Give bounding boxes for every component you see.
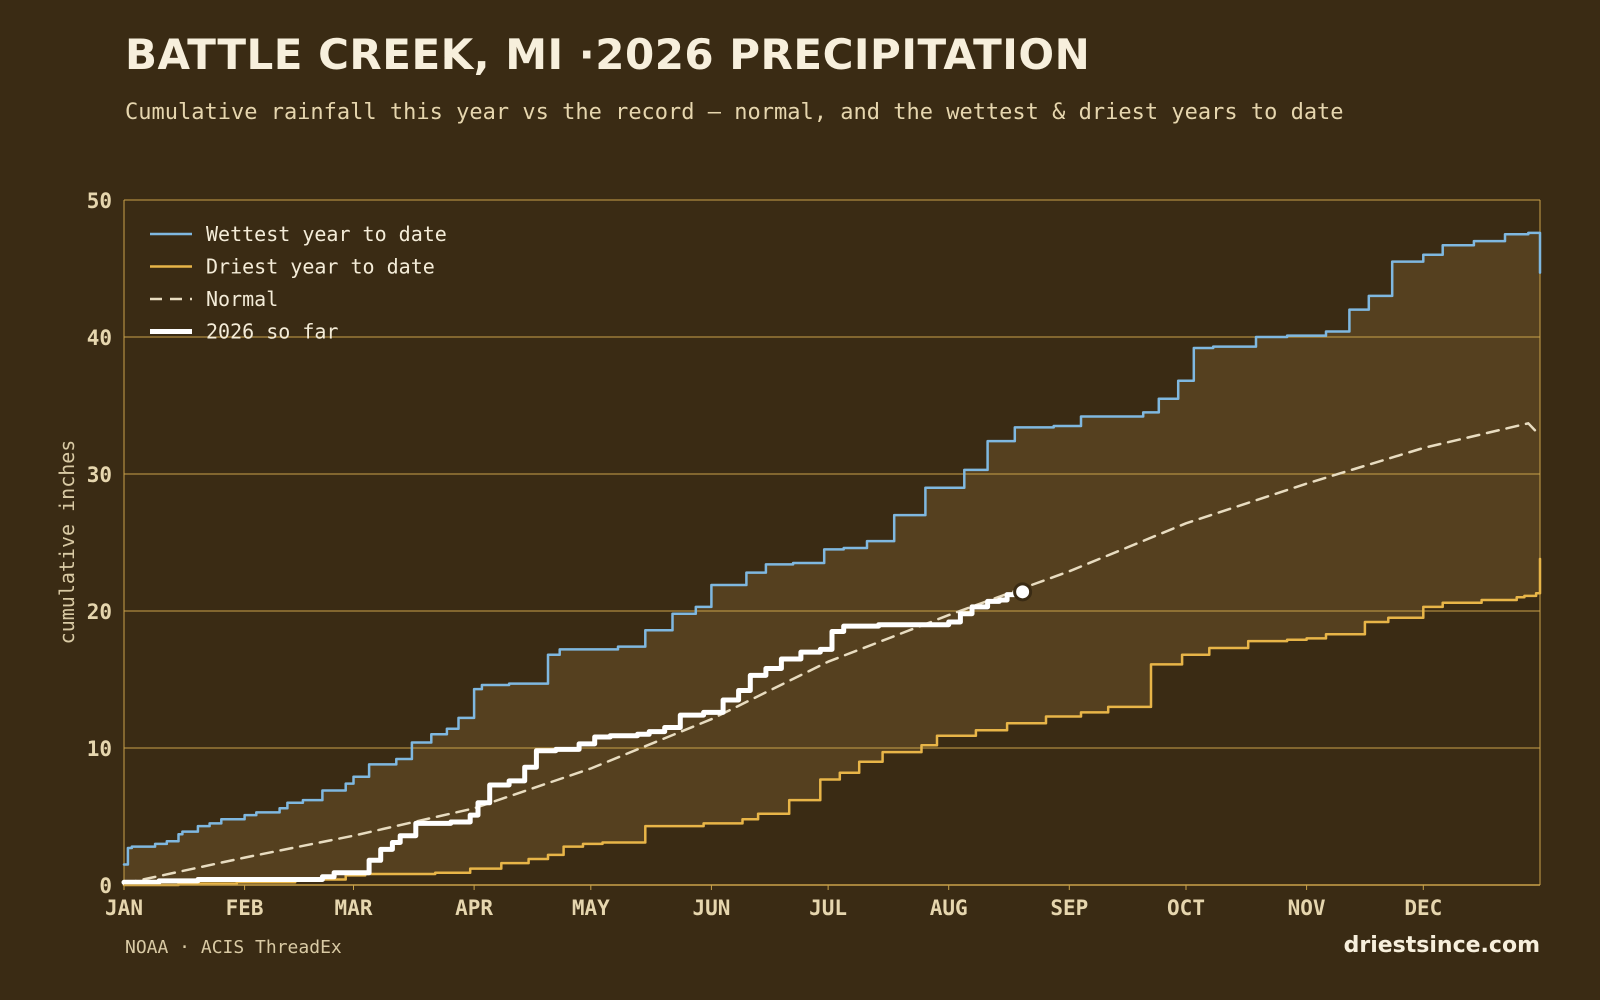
- x-tick-label: FEB: [226, 896, 264, 920]
- y-tick-label: 20: [87, 600, 112, 624]
- series-line-wettest-year-to-date: [122, 231, 1542, 866]
- x-tick-label: DEC: [1404, 896, 1442, 920]
- latest-value-marker: [1013, 582, 1033, 602]
- x-tick-label: MAR: [335, 896, 373, 920]
- x-tick-label: MAY: [572, 896, 610, 920]
- record-range-band: [124, 232, 1540, 885]
- legend: Wettest year to date Driest year to date N…: [150, 222, 447, 344]
- band-fill: [124, 232, 1540, 885]
- x-tick-label: SEP: [1050, 896, 1088, 920]
- chart-title: BATTLE CREEK, MI ·2026 PRECIPITATION: [125, 30, 1091, 79]
- y-tick-label: 0: [99, 874, 112, 898]
- series-lines: [121, 231, 1542, 887]
- x-tick-label: JUN: [692, 896, 730, 920]
- y-tick-label: 30: [87, 463, 112, 487]
- x-tick-label: JAN: [105, 896, 143, 920]
- legend-item: Driest year to date: [150, 255, 435, 279]
- x-tick-label: AUG: [930, 896, 968, 920]
- x-tick-label: OCT: [1167, 896, 1205, 920]
- axes: 0 10 20 30 40 50 JAN FEB MAR APR MAY JUN JUL AUG SEP OC…: [87, 189, 1540, 920]
- legend-label: 2026 so far: [206, 320, 338, 344]
- legend-label: Driest year to date: [206, 255, 435, 279]
- brand-link[interactable]: driestsince.com: [1343, 933, 1540, 958]
- chart-subtitle: Cumulative rainfall this year vs the rec…: [125, 100, 1344, 125]
- legend-label: Normal: [206, 287, 278, 311]
- legend-item: 2026 so far: [150, 320, 338, 344]
- y-tick-label: 10: [87, 737, 112, 761]
- y-tick-label: 50: [87, 189, 112, 213]
- y-tick-label: 40: [87, 326, 112, 350]
- series-line-driest-year-to-date: [122, 557, 1542, 887]
- x-tick-label: NOV: [1288, 896, 1326, 920]
- x-tick-label: JUL: [809, 896, 847, 920]
- x-tick-label: APR: [455, 896, 493, 920]
- series-line-normal: [122, 422, 1542, 885]
- legend-label: Wettest year to date: [206, 222, 447, 246]
- y-axis-label: cumulative inches: [55, 440, 79, 645]
- legend-item: Normal: [150, 287, 278, 311]
- grid-lines: [123, 199, 1541, 886]
- series-line-2026-so-far: [121, 589, 1026, 885]
- source-credit: NOAA · ACIS ThreadEx: [125, 937, 342, 958]
- legend-item: Wettest year to date: [150, 222, 447, 246]
